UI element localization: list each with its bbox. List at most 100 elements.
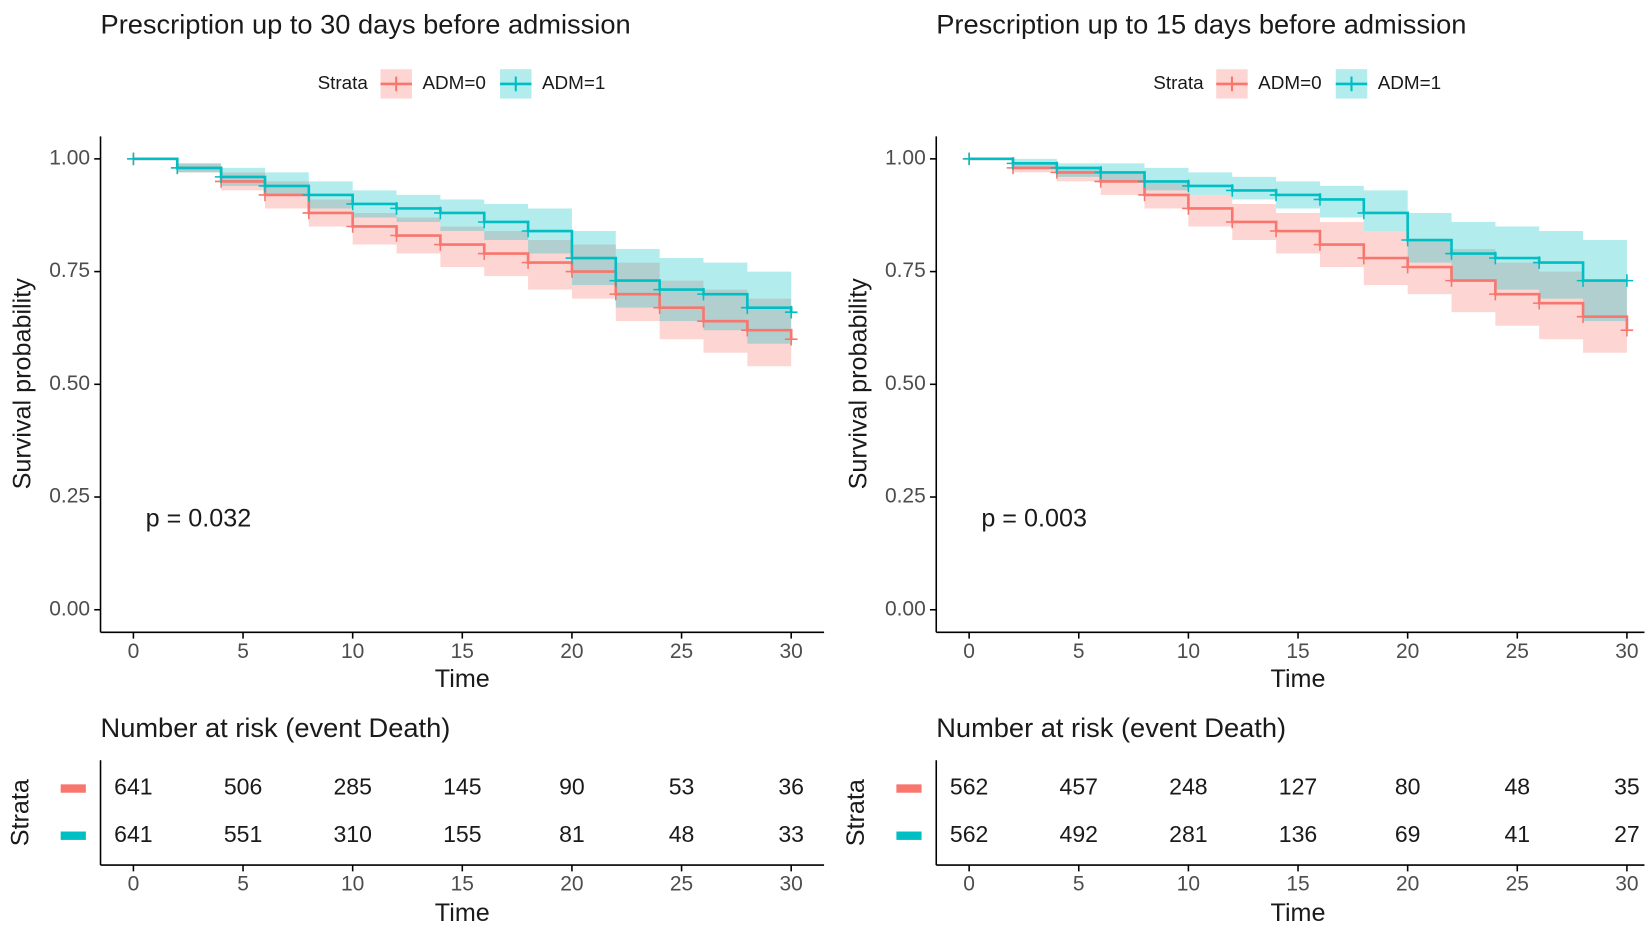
p-value: p = 0.032 xyxy=(146,505,252,533)
x-tick-label: 0 xyxy=(963,640,975,663)
x-tick-label: 20 xyxy=(1396,640,1419,663)
y-tick-label: 1.00 xyxy=(49,146,90,169)
y-tick-label: 1.00 xyxy=(885,146,926,169)
risk-count: 136 xyxy=(1279,821,1317,847)
risk-count: 35 xyxy=(1614,774,1640,800)
censor-mark xyxy=(565,265,579,278)
censor-mark xyxy=(302,206,316,220)
risk-count: 281 xyxy=(1169,821,1207,847)
censor-mark xyxy=(1313,193,1327,206)
risk-count: 551 xyxy=(224,821,262,847)
risk-y-title: Strata xyxy=(7,779,35,846)
risk-x-tick-label: 25 xyxy=(670,873,693,896)
censor-mark xyxy=(434,238,447,251)
risk-row-key xyxy=(60,784,86,793)
censor-mark xyxy=(1225,215,1239,229)
censor-mark xyxy=(390,229,403,242)
risk-x-tick-label: 10 xyxy=(341,873,364,896)
censor-mark xyxy=(1269,188,1283,202)
censor-mark xyxy=(258,179,272,193)
risk-x-tick-label: 15 xyxy=(451,873,474,896)
censor-mark xyxy=(127,152,140,166)
x-tick-label: 15 xyxy=(451,640,474,663)
risk-count: 36 xyxy=(778,774,804,800)
censor-mark xyxy=(477,247,491,260)
censor-mark xyxy=(477,215,491,229)
x-tick-label: 30 xyxy=(780,640,803,663)
risk-x-tick-label: 30 xyxy=(780,873,803,896)
risk-count: 80 xyxy=(1395,774,1421,800)
legend-label: ADM=0 xyxy=(1258,72,1321,93)
censor-mark xyxy=(1401,260,1414,274)
risk-count: 27 xyxy=(1614,821,1640,847)
censor-mark xyxy=(609,274,623,287)
censor-mark xyxy=(1182,202,1195,215)
censor-mark xyxy=(434,206,447,220)
censor-mark xyxy=(1489,287,1502,301)
risk-x-title: Time xyxy=(435,899,490,927)
risk-x-tick-label: 0 xyxy=(963,873,975,896)
risk-count: 310 xyxy=(333,821,371,847)
y-tick-label: 0.75 xyxy=(49,259,90,282)
censor-mark xyxy=(609,287,623,301)
censor-mark xyxy=(302,188,316,202)
censor-mark xyxy=(521,256,535,269)
p-value: p = 0.003 xyxy=(981,505,1087,533)
censor-mark xyxy=(1620,323,1634,337)
y-tick-label: 0.50 xyxy=(885,372,926,395)
x-tick-label: 10 xyxy=(1177,640,1200,663)
censor-mark xyxy=(1620,274,1634,287)
x-tick-label: 25 xyxy=(1506,640,1529,663)
censor-mark xyxy=(1225,184,1239,197)
x-axis-title: Time xyxy=(435,665,490,693)
censor-mark xyxy=(1445,247,1458,260)
legend-label: ADM=0 xyxy=(422,72,485,93)
censor-mark xyxy=(741,323,754,337)
confidence-band xyxy=(133,158,792,353)
censor-mark xyxy=(962,152,976,166)
y-tick-label: 0.00 xyxy=(885,597,926,620)
risk-x-tick-label: 0 xyxy=(128,873,140,896)
censor-mark xyxy=(1006,157,1020,170)
censor-mark xyxy=(170,161,184,175)
chart-title: Prescription up to 15 days before admiss… xyxy=(936,8,1466,39)
risk-x-tick-label: 20 xyxy=(1396,873,1419,896)
censor-mark xyxy=(390,202,403,215)
risk-count: 641 xyxy=(114,821,152,847)
x-tick-label: 5 xyxy=(1073,640,1085,663)
risk-count: 641 xyxy=(114,774,152,800)
censor-mark xyxy=(653,283,666,296)
y-tick-label: 0.50 xyxy=(49,372,90,395)
censor-mark xyxy=(741,301,754,314)
legend-label: ADM=1 xyxy=(542,72,605,93)
x-tick-label: 25 xyxy=(670,640,693,663)
censor-mark xyxy=(346,220,359,233)
censor-mark xyxy=(697,287,710,301)
risk-x-tick-label: 5 xyxy=(1073,873,1085,896)
risk-count: 53 xyxy=(669,774,695,800)
censor-mark xyxy=(1401,233,1414,247)
y-tick-label: 0.25 xyxy=(49,485,90,508)
y-axis-title: Survival probability xyxy=(844,278,872,490)
risk-row-key xyxy=(896,831,922,840)
risk-count: 145 xyxy=(443,774,481,800)
x-tick-label: 10 xyxy=(341,640,364,663)
x-tick-label: 0 xyxy=(128,640,140,663)
risk-count: 492 xyxy=(1060,821,1098,847)
censor-mark xyxy=(1138,175,1151,188)
risk-count: 248 xyxy=(1169,774,1207,800)
confidence-band xyxy=(969,158,1627,326)
risk-row-key xyxy=(896,784,922,793)
survival-curve xyxy=(969,157,1627,282)
censor-mark xyxy=(565,251,579,265)
censor-mark xyxy=(521,224,535,238)
chart-title: Prescription up to 30 days before admiss… xyxy=(101,8,631,39)
risk-x-title: Time xyxy=(1271,899,1326,927)
x-tick-label: 20 xyxy=(560,640,583,663)
risk-x-tick-label: 30 xyxy=(1615,873,1638,896)
risk-row-key xyxy=(60,831,86,840)
censor-mark xyxy=(1532,256,1546,269)
y-tick-label: 0.75 xyxy=(885,259,926,282)
censor-mark xyxy=(1576,274,1590,287)
